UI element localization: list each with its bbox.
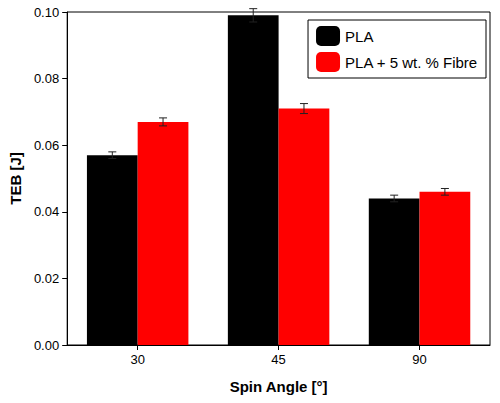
svg-text:PLA: PLA: [345, 28, 373, 45]
svg-text:30: 30: [130, 352, 144, 367]
svg-text:45: 45: [271, 352, 285, 367]
svg-text:90: 90: [412, 352, 426, 367]
svg-text:0.10: 0.10: [34, 5, 59, 20]
svg-text:0.00: 0.00: [34, 338, 59, 353]
svg-text:0.06: 0.06: [34, 138, 59, 153]
svg-text:0.08: 0.08: [34, 71, 59, 86]
svg-text:0.04: 0.04: [34, 204, 59, 219]
svg-text:Spin Angle [°]: Spin Angle [°]: [230, 378, 328, 395]
svg-text:PLA + 5 wt. % Fibre: PLA + 5 wt. % Fibre: [345, 54, 477, 71]
svg-text:TEB [J]: TEB [J]: [7, 152, 24, 205]
svg-text:0.02: 0.02: [34, 271, 59, 286]
